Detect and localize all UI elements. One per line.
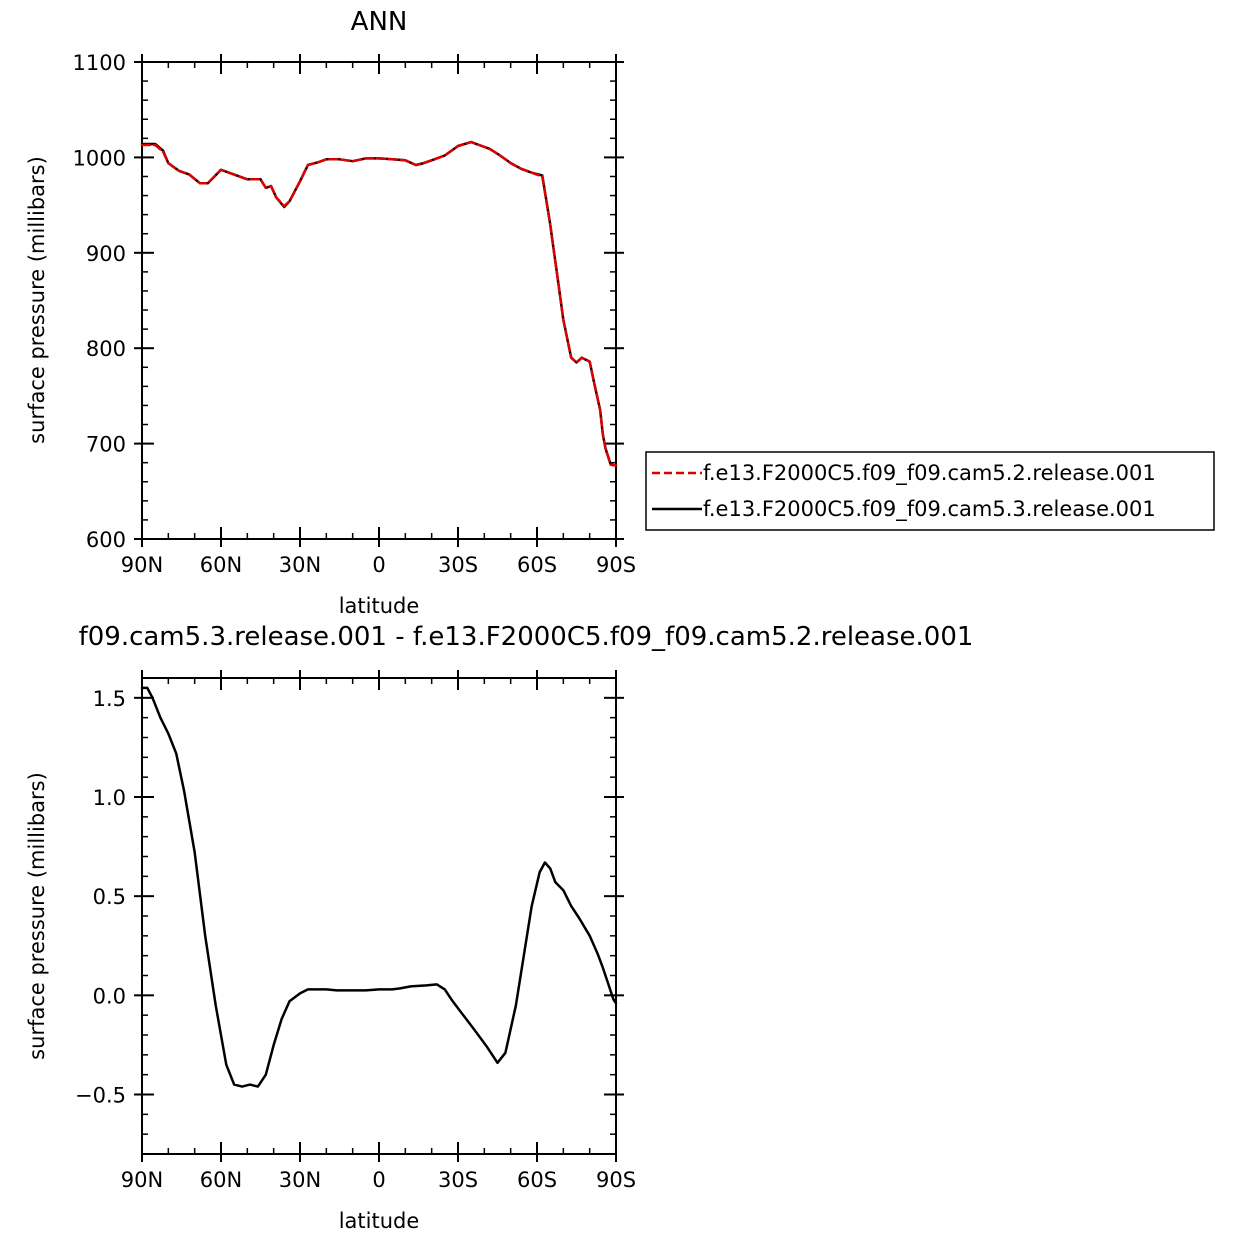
bottom-y-axis-label: surface pressure (millibars)	[25, 772, 49, 1060]
top-x-tick-label: 60N	[200, 553, 242, 577]
bottom-y-axis: −0.5 0.0 0.5 1.0 1.5	[75, 677, 624, 1155]
bottom-x-tick-label: 60S	[517, 1168, 557, 1192]
bottom-chart: f09.cam5.3.release.001 - f.e13.F2000C5.f…	[25, 622, 973, 1233]
top-x-tick-label: 90N	[121, 553, 163, 577]
top-plot-frame	[141, 61, 617, 540]
bottom-x-tick-label: 30S	[438, 1168, 478, 1192]
bottom-x-tick-label: 30N	[279, 1168, 321, 1192]
top-x-tick-label: 0	[372, 553, 385, 577]
top-y-axis-label: surface pressure (millibars)	[25, 156, 49, 444]
bottom-x-tick-label: 0	[372, 1168, 385, 1192]
top-x-tick-label: 90S	[596, 553, 636, 577]
top-y-tick-label: 800	[86, 337, 126, 361]
bottom-y-tick-label: 0.5	[93, 885, 126, 909]
top-y-tick-label: 1000	[73, 146, 126, 170]
legend-label-cam52: f.e13.F2000C5.f09_f09.cam5.2.release.001	[703, 461, 1156, 486]
bottom-x-axis: 90N 60N 30N 0 30S 60S 90S	[121, 670, 636, 1192]
bottom-x-tick-label: 60N	[200, 1168, 242, 1192]
bottom-series-group	[140, 686, 618, 1088]
bottom-y-tick-label: 1.0	[93, 786, 126, 810]
bottom-x-tick-label: 90N	[121, 1168, 163, 1192]
legend-label-cam53: f.e13.F2000C5.f09_f09.cam5.3.release.001	[703, 497, 1156, 522]
top-x-tick-label: 30S	[438, 553, 478, 577]
top-y-tick-label: 700	[86, 433, 126, 457]
top-x-tick-label: 30N	[279, 553, 321, 577]
bottom-y-tick-label: −0.5	[75, 1084, 126, 1108]
bottom-y-tick-label: 1.5	[93, 687, 126, 711]
bottom-x-tick-label: 90S	[596, 1168, 636, 1192]
top-x-axis: 90N 60N 30N 0 30S 60S 90S	[121, 54, 636, 577]
top-x-axis-label: latitude	[339, 594, 420, 618]
bottom-chart-title: f09.cam5.3.release.001 - f.e13.F2000C5.f…	[79, 622, 974, 652]
top-series-line-0	[140, 140, 618, 467]
top-y-axis: 600 700 800 900 1000 1100	[73, 51, 624, 552]
top-y-tick-label: 600	[86, 528, 126, 552]
top-chart-title: ANN	[351, 7, 408, 37]
bottom-x-axis-label: latitude	[339, 1209, 420, 1233]
top-y-tick-label: 1100	[73, 51, 126, 75]
top-x-tick-label: 60S	[517, 553, 557, 577]
legend-box	[645, 451, 1215, 531]
top-y-tick-label: 900	[86, 242, 126, 266]
top-series-group	[140, 140, 618, 467]
bottom-series-line-0	[140, 686, 618, 1088]
bottom-plot-frame	[141, 677, 617, 1155]
top-legend: f.e13.F2000C5.f09_f09.cam5.2.release.001…	[645, 451, 1215, 531]
bottom-y-tick-label: 0.0	[93, 984, 126, 1008]
